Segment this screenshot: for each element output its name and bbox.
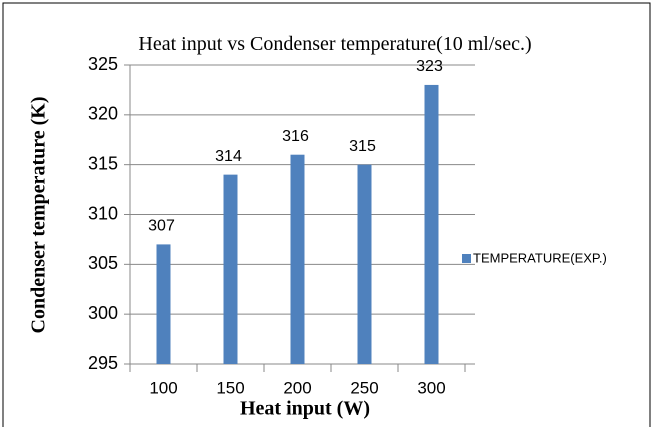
x-tick-label: 250 <box>350 378 378 397</box>
legend-swatch <box>462 254 471 263</box>
bar <box>424 84 439 364</box>
y-tick-label: 310 <box>88 203 118 223</box>
data-label: 316 <box>282 128 309 145</box>
data-label: 307 <box>148 218 175 235</box>
bar <box>357 164 372 364</box>
x-tick-label: 200 <box>283 378 311 397</box>
y-tick-label: 295 <box>88 353 118 373</box>
data-label: 315 <box>349 138 376 155</box>
bar <box>223 174 238 364</box>
bar <box>156 244 171 364</box>
x-tick-label: 100 <box>149 378 177 397</box>
chart-title: Heat input vs Condenser temperature(10 m… <box>138 33 532 55</box>
y-axis-label: Condenser temperature (K) <box>28 97 50 334</box>
y-tick-label: 315 <box>88 153 118 173</box>
x-tick-label: 150 <box>216 378 244 397</box>
data-label: 314 <box>215 148 242 165</box>
x-axis-label: Heat input (W) <box>240 398 370 420</box>
x-tick-label: 300 <box>417 378 445 397</box>
y-tick-label: 300 <box>88 303 118 323</box>
y-tick-label: 325 <box>88 54 118 74</box>
data-label: 323 <box>416 58 443 75</box>
y-tick-label: 305 <box>88 253 118 273</box>
legend-label: TEMPERATURE(EXP.) <box>473 250 607 265</box>
bar <box>290 154 305 364</box>
y-tick-label: 320 <box>88 104 118 124</box>
